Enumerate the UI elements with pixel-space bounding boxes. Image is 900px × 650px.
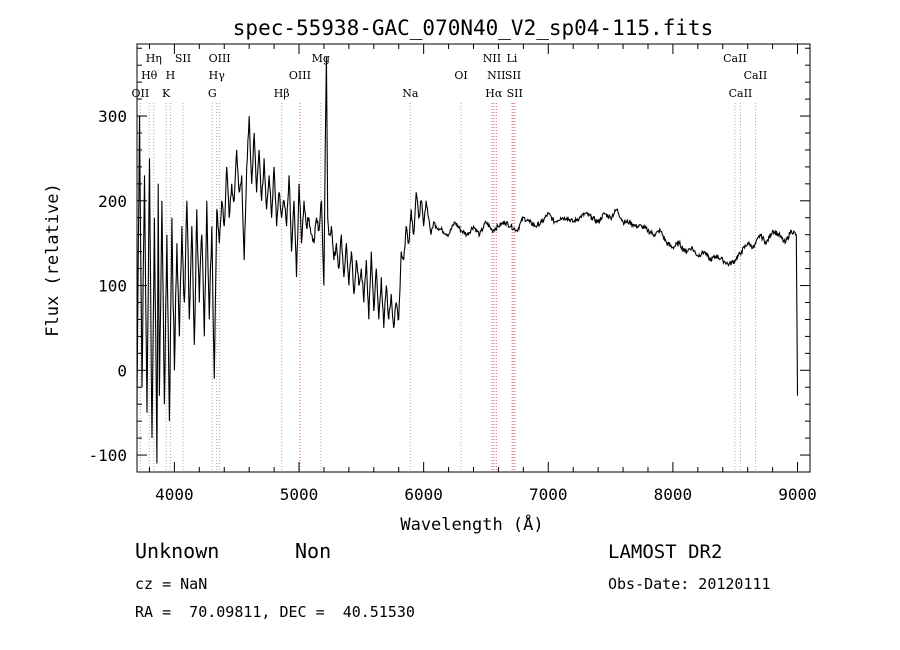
- line-label: OII: [132, 87, 150, 100]
- x-tick-label: 7000: [529, 485, 568, 504]
- line-label: Mg: [312, 52, 330, 65]
- line-label: K: [162, 87, 171, 100]
- line-label: Na: [402, 87, 419, 100]
- survey-name: LAMOST DR2: [608, 541, 723, 563]
- coordinates: RA = 70.09811, DEC = 40.51530: [135, 603, 415, 621]
- object-subclass: Non: [295, 539, 332, 563]
- chart-title: spec-55938-GAC_070N40_V2_sp04-115.fits: [233, 16, 713, 40]
- observation-date: Obs-Date: 20120111: [608, 575, 771, 593]
- line-label: Li: [506, 52, 517, 65]
- y-tick-label: 0: [117, 361, 127, 380]
- line-label: G: [208, 87, 217, 100]
- x-tick-label: 8000: [654, 485, 693, 504]
- line-label: OIII: [289, 69, 311, 82]
- line-label: NII: [483, 52, 501, 65]
- y-tick-label: 200: [98, 192, 127, 211]
- line-label: SII: [175, 52, 191, 65]
- line-label: CaII: [729, 87, 753, 100]
- redshift-value: cz = NaN: [135, 575, 208, 593]
- object-class: Unknown: [135, 539, 220, 563]
- line-label: Hθ: [141, 69, 158, 82]
- line-label: Hα: [485, 87, 503, 100]
- line-label: OIII: [209, 52, 231, 65]
- y-tick-label: 100: [98, 277, 127, 296]
- line-label: H: [166, 69, 176, 82]
- line-label: Hη: [146, 52, 162, 65]
- line-markers: [139, 103, 756, 472]
- line-label: CaII: [723, 52, 747, 65]
- y-tick-label: 300: [98, 107, 127, 126]
- y-tick-label: -100: [88, 446, 127, 465]
- line-label: NII: [487, 69, 505, 82]
- line-label: Hβ: [274, 87, 290, 100]
- x-tick-label: 9000: [778, 485, 817, 504]
- axis-ticks: 4000 5000 6000 7000 8000 9000 -100 0 100 200 300: [88, 44, 817, 504]
- y-axis-label: Flux (relative): [43, 183, 63, 337]
- line-label: SII: [505, 69, 521, 82]
- line-label: Hγ: [209, 69, 226, 82]
- line-label: OI: [454, 69, 467, 82]
- x-tick-label: 5000: [280, 485, 319, 504]
- line-label: SII: [507, 87, 523, 100]
- line-label: CaII: [744, 69, 768, 82]
- x-axis-label: Wavelength (Å): [400, 513, 543, 535]
- x-tick-label: 4000: [155, 485, 194, 504]
- spectrum-line: [136, 56, 799, 464]
- x-tick-label: 6000: [404, 485, 443, 504]
